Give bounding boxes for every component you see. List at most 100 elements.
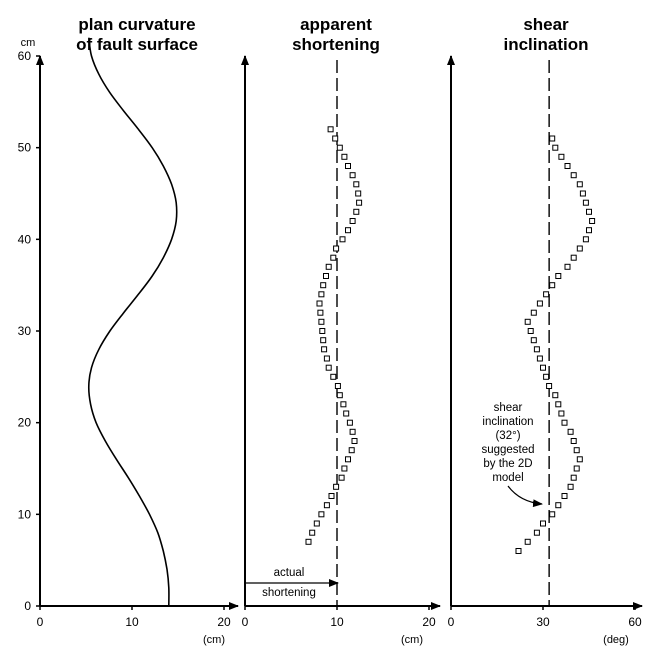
panel2-data-point: [318, 511, 325, 518]
panel3-x-tick-label: 60: [628, 615, 642, 629]
panel3-annotation: shear inclination (32°) suggested by the…: [481, 402, 543, 508]
panel1-y-tick-label: 20: [18, 416, 32, 430]
panel-shear-inclination: shear inclination 0 30 60 (deg) shear incl…: [447, 15, 643, 646]
panel2-data-point: [336, 392, 343, 399]
panel2-data-point: [330, 373, 337, 380]
panel2-data-point: [356, 199, 363, 206]
panel3-data-point: [555, 401, 562, 408]
panel3-data-point: [558, 410, 565, 417]
panel3-title-line2: inclination: [504, 35, 589, 54]
panel2-data-point: [353, 208, 360, 215]
panel3-points: [515, 135, 596, 554]
panel3-data-point: [546, 383, 553, 389]
panel2-title-line1: apparent: [300, 15, 372, 34]
panel3-annotation-line3: (32°): [495, 430, 520, 442]
panel3-x-ticks: 0 30 60: [448, 606, 642, 629]
panel2-data-point: [336, 144, 343, 151]
panel2-data-point: [320, 282, 327, 289]
panel3-data-point: [586, 227, 592, 234]
panel3-data-point: [589, 218, 596, 224]
panel1-y-ticks: 0 10 20 30 40 50 60: [18, 49, 40, 613]
panel2-data-point: [319, 328, 326, 334]
panel1-y-tick-label: 30: [18, 324, 32, 338]
panel3-annotation-line1: shear: [494, 402, 523, 414]
panel2-data-point: [325, 263, 332, 270]
panel3-data-point: [561, 493, 568, 499]
panel3-annotation-arrow: [507, 485, 543, 508]
panel2-data-point: [327, 126, 334, 133]
panel3-data-point: [530, 309, 537, 316]
panel1-title-line2: of fault surface: [76, 35, 198, 54]
panel3-data-point: [552, 144, 559, 151]
panel3-data-point: [586, 208, 592, 215]
panel3-data-point: [576, 456, 583, 463]
panel3-annotation-line2: inclination: [482, 416, 533, 428]
panel3-data-point: [524, 538, 531, 545]
panel3-data-point: [524, 318, 531, 325]
panel3-data-point: [582, 199, 589, 206]
panel2-data-point: [338, 474, 345, 481]
panel2-data-point: [349, 218, 356, 224]
panel3-annotation-line6: model: [492, 472, 523, 484]
panel3-data-point: [530, 337, 537, 344]
panel2-x-tick-label: 0: [242, 615, 249, 629]
panel3-data-point: [570, 474, 577, 481]
panel3-data-point: [515, 548, 522, 554]
panel3-data-point: [549, 282, 556, 289]
panel2-data-point: [333, 483, 340, 490]
panel1-title-line1: plan curvature: [78, 15, 195, 34]
panel3-data-point: [543, 291, 550, 298]
panel3-data-point: [558, 153, 565, 160]
panel2-x-ticks: 0 10 20: [242, 606, 436, 629]
panel3-data-point: [533, 529, 540, 536]
panel2-data-point: [332, 135, 339, 142]
panel3-data-point: [533, 346, 540, 353]
panel3-data-point: [561, 419, 568, 426]
panel2-data-point: [345, 163, 351, 169]
panel2-data-point: [339, 236, 346, 243]
panel3-data-point: [555, 502, 562, 509]
panel2-x-tick-label: 20: [422, 615, 436, 629]
panel3-data-point: [536, 300, 543, 307]
panel3-data-point: [573, 465, 580, 472]
panel2-points: [305, 126, 363, 545]
panel2-data-point: [345, 227, 351, 234]
panel2-data-point: [317, 309, 324, 316]
panel1-x-tick-label: 20: [217, 615, 231, 629]
panel1-y-tick-label: 50: [18, 141, 32, 155]
panel2-data-point: [313, 520, 320, 527]
panel2-data-point: [341, 153, 348, 160]
panel2-data-point: [345, 456, 351, 463]
panel3-data-point: [564, 263, 571, 270]
panel2-data-point: [321, 346, 328, 353]
panel2-data-point: [320, 337, 327, 344]
panel2-data-point: [323, 273, 329, 279]
panel2-data-point: [355, 190, 362, 197]
panel1-y-tick-label: 40: [18, 232, 32, 246]
panel2-data-point: [323, 502, 330, 509]
panel3-x-tick-label: 0: [448, 615, 455, 629]
panel3-data-point: [570, 438, 577, 444]
panel3-data-point: [552, 392, 559, 399]
panel3-x-unit: (deg): [603, 634, 629, 646]
panel2-data-point: [305, 538, 312, 545]
panel3-annotation-line5: by the 2D: [483, 458, 532, 470]
panel2-data-point: [325, 364, 332, 371]
panel2-data-point: [349, 172, 356, 179]
panel2-data-point: [330, 254, 337, 261]
panel2-data-point: [351, 438, 358, 444]
panel3-title-line1: shear: [523, 15, 569, 34]
panel2-data-point: [318, 318, 325, 325]
panel3-data-point: [527, 328, 534, 334]
panel1-curvature-line: [87, 37, 178, 607]
panel3-data-point: [570, 172, 577, 179]
panel-plan-curvature: plan curvature of fault surface cm 0 10 20…: [18, 15, 239, 646]
panel2-data-point: [353, 181, 360, 188]
panel3-data-point: [570, 254, 577, 261]
panel3-data-point: [536, 355, 543, 362]
panel2-annotation-line2: shortening: [262, 587, 316, 599]
panel2-data-point: [343, 410, 350, 417]
panel2-data-point: [333, 245, 340, 252]
panel2-data-point: [341, 465, 348, 472]
